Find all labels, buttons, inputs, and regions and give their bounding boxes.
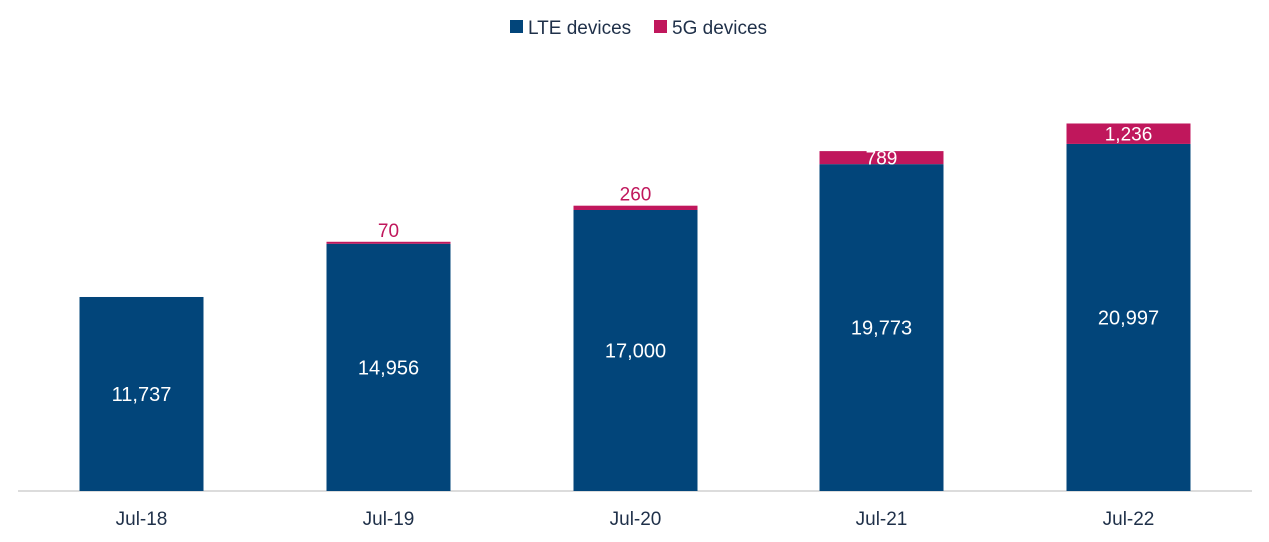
- x-axis-ticks: Jul-18 Jul-19 Jul-20 Jul-21 Jul-22: [116, 509, 1155, 530]
- data-label-lte-Jul-18: 11,737: [112, 384, 172, 406]
- x-tick-label-Jul-22: Jul-22: [1103, 509, 1155, 530]
- bar-5g-Jul-22: [1066, 123, 1191, 144]
- bar-lte-Jul-20: [573, 209, 698, 492]
- bar-5g-Jul-21: [819, 151, 944, 165]
- bar-5g-Jul-19: [326, 241, 451, 244]
- data-labels: 11,737 14,956 70 17,000 260 19,773 789 20,997 1,…: [112, 125, 1159, 406]
- legend-swatch-lte: [510, 20, 523, 33]
- data-label-5g-Jul-21: 789: [866, 149, 898, 170]
- legend-label-5g: 5G devices: [672, 18, 767, 39]
- bar-5g-Jul-20: [573, 205, 698, 210]
- x-tick-label-Jul-18: Jul-18: [116, 509, 168, 530]
- data-label-lte-Jul-19: 14,956: [358, 357, 419, 379]
- bar-lte-Jul-19: [326, 243, 451, 491]
- legend: LTE devices 5G devices: [510, 18, 767, 39]
- bar-lte-Jul-21: [819, 164, 944, 491]
- data-label-5g-Jul-20: 260: [620, 185, 652, 206]
- data-label-5g-Jul-22: 1,236: [1105, 125, 1153, 146]
- legend-label-lte: LTE devices: [528, 18, 631, 39]
- data-label-lte-Jul-21: 19,773: [851, 318, 912, 340]
- data-label-5g-Jul-19: 70: [378, 221, 399, 242]
- bars: [79, 123, 1191, 492]
- legend-swatch-5g: [654, 20, 667, 33]
- x-tick-label-Jul-19: Jul-19: [363, 509, 415, 530]
- bar-lte-Jul-18: [79, 296, 204, 491]
- data-label-lte-Jul-20: 17,000: [605, 340, 666, 362]
- bar-lte-Jul-22: [1066, 143, 1191, 491]
- x-tick-label-Jul-21: Jul-21: [856, 509, 908, 530]
- x-tick-label-Jul-20: Jul-20: [610, 509, 662, 530]
- data-label-lte-Jul-22: 20,997: [1098, 307, 1159, 329]
